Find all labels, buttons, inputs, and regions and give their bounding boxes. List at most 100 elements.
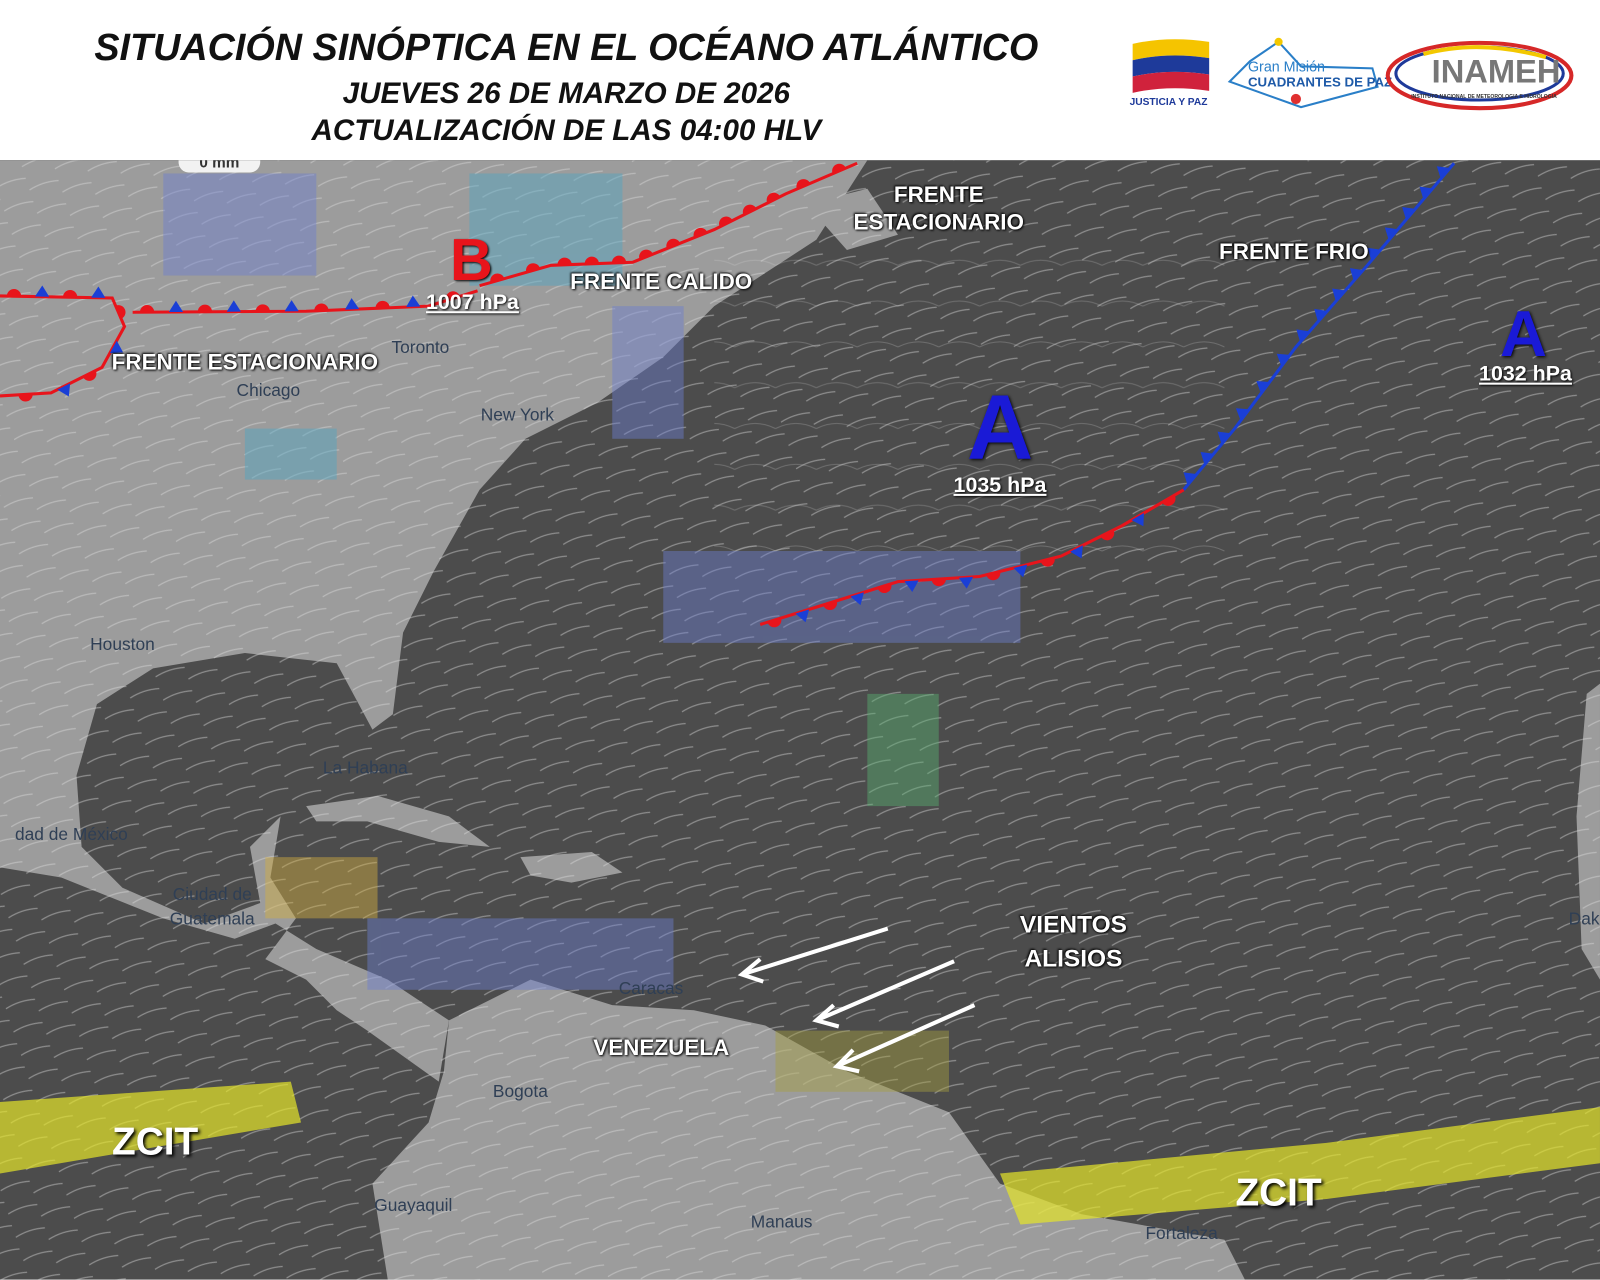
cold-front-triangle <box>57 383 71 397</box>
cold-front-triangle <box>109 340 124 354</box>
warm-front-semicircle <box>490 273 505 283</box>
high-pressure-letter: A <box>966 377 1034 480</box>
warm-front-semicircle <box>823 600 838 611</box>
high-pressure-value-east: 1032 hPa <box>1479 362 1572 386</box>
city-la-habana: La Habana <box>322 758 408 778</box>
cold-front-triangle <box>406 295 421 308</box>
cold-front-triangle <box>1200 451 1214 465</box>
city-chicago: Chicago <box>236 380 301 400</box>
warm-front-semicircle <box>115 305 126 319</box>
label-frente-calido: FRENTE CALIDO <box>570 268 753 294</box>
cold-front-triangle <box>850 592 864 606</box>
precipitation-areas <box>163 173 1021 1092</box>
cold-front-triangle <box>1384 227 1398 241</box>
cold-front-triangle <box>1296 329 1310 343</box>
cold-front-triangle <box>904 580 919 592</box>
warm-front-semicircle <box>666 238 681 249</box>
high-pressure-value: 1035 hPa <box>953 473 1047 497</box>
cuadrantes-de-paz-logo: Gran Misión CUADRANTES DE PAZ <box>1219 36 1392 113</box>
wind-arrow <box>737 926 889 984</box>
cold-front-triangle <box>226 300 241 312</box>
warm-front-semicircle <box>611 255 627 264</box>
fronts <box>0 161 1456 628</box>
cold-front-triangle <box>1436 166 1451 179</box>
warm-front-semicircle <box>314 303 329 311</box>
cold-front-triangle <box>795 609 810 623</box>
label-venezuela: VENEZUELA <box>593 1034 730 1061</box>
city-dakar: Dakar <box>1568 909 1600 929</box>
stationary-front-atlantic <box>759 488 1185 626</box>
cold-front-triangle <box>168 300 184 313</box>
warm-front-semicircle <box>18 393 33 402</box>
city-new-york: New York <box>480 405 554 425</box>
cold-front-triangle <box>1276 353 1290 367</box>
cold-front-triangle <box>1183 472 1197 486</box>
venezuela-flag-icon <box>1132 39 1210 93</box>
trade-wind-arrows <box>737 926 976 1074</box>
warm-front-semicircle <box>375 300 390 309</box>
city-caracas: Caracas <box>618 978 684 998</box>
city-mexico: dad de México <box>15 824 128 844</box>
synoptic-map: 0 mm B 1007 hPa A 1035 hPa A 1032 hPa FR… <box>0 160 1600 1280</box>
high-pressure-letter-east: A <box>1499 296 1548 371</box>
map-title: SITUACIÓN SINÓPTICA EN EL OCÉANO ATLÁNTI… <box>94 26 1039 69</box>
scale-pill: 0 mm <box>178 160 261 173</box>
city-fortaleza: Fortaleza <box>1145 1223 1218 1243</box>
cold-front-triangle <box>958 576 974 589</box>
justicia-y-paz-text: JUSTICIA Y PAZ <box>1129 96 1208 109</box>
zcit-band-west <box>0 1081 302 1174</box>
warm-front-semicircle <box>742 204 757 215</box>
cold-front-triangle <box>1332 288 1346 302</box>
label-frente-estacionario-top-2: ESTACIONARIO <box>853 209 1024 235</box>
cold-front-triangle <box>1314 308 1328 322</box>
city-guayaquil: Guayaquil <box>374 1195 453 1216</box>
warm-front-semicircle <box>139 305 155 313</box>
warm-front-semicircle <box>255 304 270 312</box>
map-date: JUEVES 26 DE MARZO DE 2026 <box>342 77 790 111</box>
cold-front-triangle <box>1217 431 1231 445</box>
wind-arrow <box>812 959 955 1029</box>
warm-front-semicircle <box>1162 495 1176 506</box>
warm-front-semicircle <box>584 256 599 265</box>
label-frente-frio: FRENTE FRIO <box>1219 238 1369 265</box>
warm-front-semicircle <box>82 370 97 381</box>
cold-front-triangle <box>1256 381 1270 394</box>
city-bogota: Bogota <box>492 1081 548 1102</box>
cold-front-triangle <box>1367 247 1381 261</box>
city-toronto: Toronto <box>391 337 450 358</box>
cold-front-triangle <box>1419 186 1433 200</box>
cold-front-triangle <box>1349 268 1364 281</box>
city-guatemala-2: Guatemala <box>169 909 255 929</box>
low-pressure-value: 1007 hPa <box>425 290 519 315</box>
cold-front-triangle <box>1235 408 1250 421</box>
cold-front-triangle <box>1131 512 1144 527</box>
warm-front-semicircle <box>197 304 213 312</box>
warm-front-semicircle <box>526 263 541 273</box>
inameh-logo: INAMEH INSTITUTO NACIONAL DE METEOROLOGI… <box>1383 39 1577 116</box>
cold-front-triangle <box>34 285 50 297</box>
warm-front-semicircle <box>931 578 946 587</box>
warm-front-semicircle <box>1100 529 1115 541</box>
map-update-time: ACTUALIZACIÓN DE LAS 04:00 HLV <box>311 114 822 147</box>
wind-arrow <box>832 1003 976 1074</box>
warm-front-semicircle <box>877 583 892 594</box>
warm-front-semicircle <box>767 618 782 628</box>
warm-front-semicircle <box>63 290 78 298</box>
warm-front-semicircle <box>766 192 781 204</box>
warm-front-semicircle <box>557 257 572 266</box>
cold-front-triangle <box>1013 564 1028 578</box>
cold-front-triangle <box>1402 207 1416 220</box>
city-houston: Houston <box>90 634 155 655</box>
cold-front-triangle <box>91 286 106 298</box>
low-pressure-letter: B <box>450 227 493 294</box>
inameh-text: INAMEH <box>1431 53 1561 90</box>
inameh-full-text: INSTITUTO NACIONAL DE METEOROLOGIA E HID… <box>1411 93 1557 100</box>
justicia-y-paz-logo: JUSTICIA Y PAZ <box>1128 36 1215 113</box>
warm-front-semicircle <box>796 179 811 190</box>
warm-front-semicircle <box>832 163 846 174</box>
label-zcit-west: ZCIT <box>112 1120 199 1164</box>
label-zcit-east: ZCIT <box>1235 1171 1322 1215</box>
header: SITUACIÓN SINÓPTICA EN EL OCÉANO ATLÁNTI… <box>0 0 1600 161</box>
warm-front-semicircle <box>6 289 22 297</box>
gran-mision-text: Gran Misión <box>1247 58 1325 75</box>
